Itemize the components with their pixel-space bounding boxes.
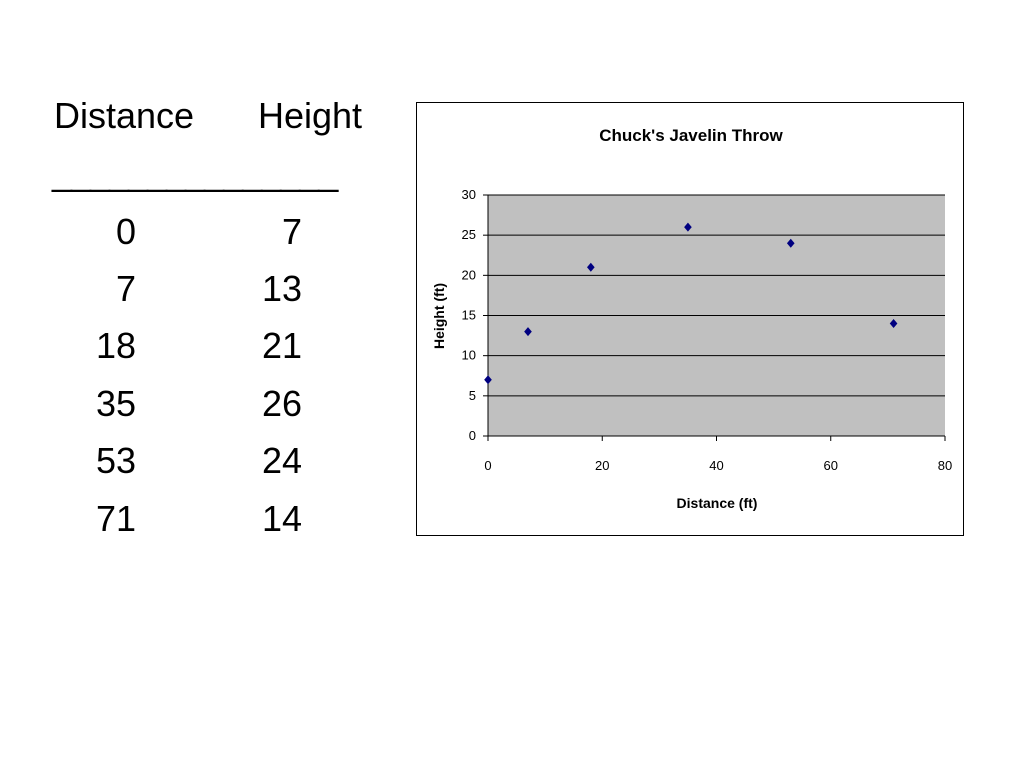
table-cell-height: 26 xyxy=(261,383,302,424)
y-tick-label: 0 xyxy=(469,428,476,443)
data-table: Distance Height _______________ 0 7 7 13… xyxy=(0,0,400,560)
x-tick-label: 20 xyxy=(595,458,609,473)
chart-title: Chuck's Javelin Throw xyxy=(599,126,783,145)
table-cell-height: 21 xyxy=(261,325,302,366)
data-point-marker xyxy=(484,375,492,385)
data-point-marker xyxy=(889,319,898,329)
data-point-marker xyxy=(684,222,692,232)
table-cell-height: 13 xyxy=(261,268,302,309)
table-cell-distance: 53 xyxy=(95,440,136,481)
x-tick-label: 80 xyxy=(938,458,952,473)
table-cell-height: 24 xyxy=(261,440,302,481)
y-tick-label: 20 xyxy=(462,267,476,282)
y-axis-title: Height (ft) xyxy=(431,283,447,349)
distance-column-header: Distance xyxy=(54,95,195,136)
y-tick-label: 25 xyxy=(462,227,476,242)
scatter-chart: Chuck's Javelin Throw 0 5 10 15 20 25 30 0 20 40 6… xyxy=(431,126,952,511)
table-cell-distance: 0 xyxy=(115,211,136,252)
x-axis-title: Distance (ft) xyxy=(677,495,758,511)
x-tick-label: 60 xyxy=(824,458,838,473)
x-tick-label: 0 xyxy=(484,458,491,473)
table-cell-distance: 71 xyxy=(95,498,136,539)
table-cell-height: 14 xyxy=(261,498,302,539)
table-cell-distance: 35 xyxy=(95,383,136,424)
table-cell-height: 7 xyxy=(281,211,302,252)
header-separator: _______________ xyxy=(52,152,338,193)
y-tick-label: 5 xyxy=(469,388,476,403)
chart-frame: Chuck's Javelin Throw 0 5 10 15 20 25 30 0 20 40 6… xyxy=(416,102,964,536)
table-cell-distance: 7 xyxy=(115,268,136,309)
height-column-header: Height xyxy=(258,95,363,136)
table-cell-distance: 18 xyxy=(95,325,136,366)
y-tick-label: 30 xyxy=(462,187,476,202)
y-tick-label: 10 xyxy=(462,348,476,363)
x-tick-label: 40 xyxy=(709,458,723,473)
y-tick-label: 15 xyxy=(462,308,476,323)
